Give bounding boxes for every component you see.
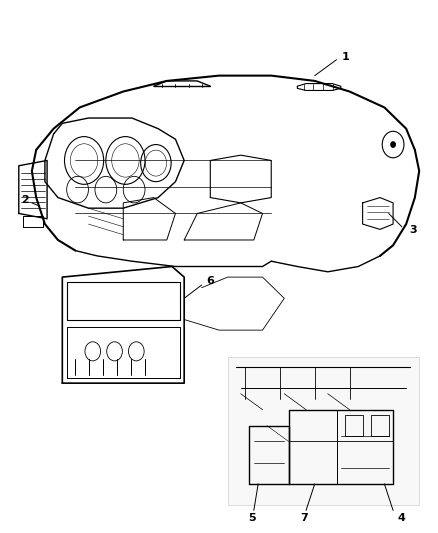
Circle shape (391, 142, 395, 147)
Bar (345, 415, 363, 436)
FancyBboxPatch shape (228, 357, 419, 505)
Text: 6: 6 (206, 276, 214, 286)
Text: 1: 1 (341, 52, 349, 62)
Text: 5: 5 (248, 513, 255, 523)
Text: 7: 7 (300, 513, 308, 523)
Bar (371, 415, 389, 436)
Text: 3: 3 (409, 225, 417, 236)
Text: 4: 4 (398, 513, 406, 523)
Text: 2: 2 (21, 195, 29, 205)
